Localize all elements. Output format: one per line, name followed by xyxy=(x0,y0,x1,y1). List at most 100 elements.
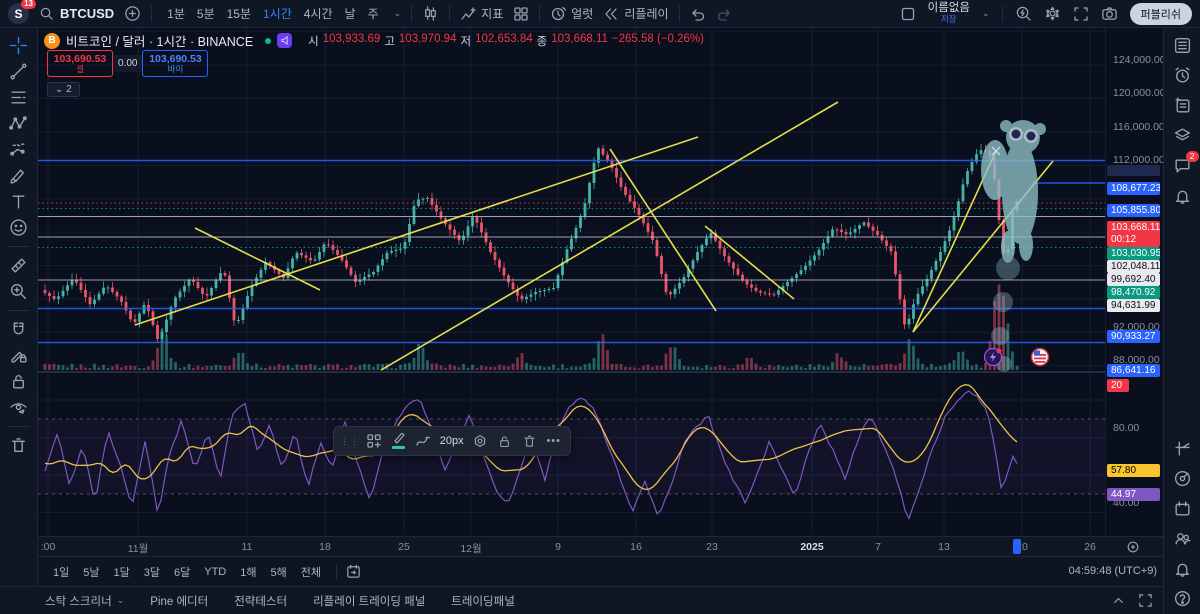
drawing-delete-trash-icon[interactable] xyxy=(519,429,540,453)
range-button[interactable]: 1달 xyxy=(113,566,130,579)
price-label-value: 20 xyxy=(1111,380,1123,391)
symbol-search[interactable]: BTCUSD xyxy=(39,6,114,21)
fib-retracement-tool-icon[interactable] xyxy=(9,88,28,107)
notifications-bell-icon[interactable] xyxy=(1173,186,1192,205)
target-icon[interactable] xyxy=(1173,469,1192,488)
drawing-settings-gear-icon[interactable] xyxy=(470,429,491,453)
price-label-badge: 20 xyxy=(1107,379,1129,392)
line-color-icon[interactable] xyxy=(389,429,410,453)
time-axis[interactable]: :00 11월 11 18 25 12월 9 16 23 2025 7 13 20 26 xyxy=(38,536,1163,557)
user-avatar[interactable]: S 13 xyxy=(8,0,36,24)
range-button[interactable]: 5해 xyxy=(270,566,287,579)
layout-name: 이름없음 xyxy=(927,1,970,14)
line-style-icon[interactable] xyxy=(413,429,434,453)
price-label-badge: 102,048.11 xyxy=(1107,260,1160,273)
timeframe-button[interactable]: 날 xyxy=(344,7,356,21)
layout-menu-caret[interactable]: ⌄ xyxy=(981,8,990,18)
help-icon[interactable] xyxy=(1173,589,1192,608)
panel-tab[interactable]: 리플레이 트레이딩 패널 xyxy=(313,593,425,609)
quick-search-icon[interactable] xyxy=(1015,5,1032,22)
notifications-bell-icon-2[interactable] xyxy=(1173,559,1192,578)
journal-icon[interactable] xyxy=(1173,96,1192,115)
timeframe-button[interactable]: 1시간 xyxy=(263,7,292,21)
sell-button[interactable]: 103,690.53 셀 xyxy=(47,50,113,77)
publish-button[interactable]: 퍼블리쉬 xyxy=(1129,2,1192,25)
drawing-edit-lock-icon[interactable] xyxy=(9,346,28,365)
go-to-date-icon[interactable] xyxy=(345,563,362,580)
add-to-layout-icon[interactable] xyxy=(364,429,385,453)
range-button[interactable]: 5날 xyxy=(83,566,100,579)
panel-tab[interactable]: 전략테스터 xyxy=(234,593,287,609)
emoji-tool-icon[interactable] xyxy=(9,218,28,237)
pattern-tool-icon[interactable] xyxy=(9,114,28,133)
calendar-icon[interactable] xyxy=(1173,499,1192,518)
fullscreen-icon[interactable] xyxy=(1073,6,1089,22)
save-label[interactable]: 저장 xyxy=(940,13,957,24)
forecast-tool-icon[interactable] xyxy=(9,140,28,159)
timeframe-button[interactable]: 5분 xyxy=(196,7,215,21)
timeframe-menu-caret[interactable]: ⌄ xyxy=(393,8,402,18)
chart-type-candles-icon[interactable] xyxy=(422,5,439,22)
chat-button[interactable]: 2 xyxy=(1173,151,1199,175)
text-tool-icon[interactable] xyxy=(9,192,28,211)
redo-icon[interactable] xyxy=(716,6,732,22)
alerts-clock-icon[interactable] xyxy=(1173,66,1192,85)
panel-tab[interactable]: Pine 에디터 xyxy=(150,593,208,609)
collapse-panel-chevron-icon[interactable] xyxy=(1111,593,1126,608)
symbol-title[interactable]: 비트코인 / 달러 · 1시간 · BINANCE xyxy=(66,35,254,49)
hide-marks-tool-icon[interactable] xyxy=(9,398,28,417)
indicators-button[interactable]: 지표 xyxy=(460,5,503,22)
crosshair-tool-icon[interactable] xyxy=(9,36,28,55)
zoom-in-tool-icon[interactable] xyxy=(9,282,28,301)
panel-tab[interactable]: 트레이딩패널 xyxy=(451,593,514,609)
object-tree-layers-icon[interactable] xyxy=(1173,126,1192,145)
timeframe-button[interactable]: 1분 xyxy=(167,7,185,21)
range-button[interactable]: YTD xyxy=(204,565,227,578)
timeframe-button[interactable]: 4시간 xyxy=(303,7,333,21)
range-button[interactable]: 1일 xyxy=(53,566,70,579)
range-button[interactable]: 전체 xyxy=(300,566,321,579)
add-symbol-icon[interactable] xyxy=(124,5,141,22)
range-button[interactable]: 6달 xyxy=(174,566,191,579)
flash-event-icon[interactable] xyxy=(983,347,1003,367)
community-people-icon[interactable] xyxy=(1173,529,1192,548)
indicator-templates-icon[interactable] xyxy=(513,6,529,22)
buy-button[interactable]: 103,690.53 바이 xyxy=(142,50,209,77)
alert-button[interactable]: 얼럿 xyxy=(550,5,593,22)
dom-icon[interactable] xyxy=(1173,439,1192,458)
maximize-panel-icon[interactable] xyxy=(1138,593,1153,608)
remove-objects-trash-icon[interactable] xyxy=(9,436,28,455)
timeframe-button[interactable]: 주 xyxy=(367,7,379,21)
panel-tab[interactable]: 스탁 스크리너 ⌄ xyxy=(45,593,124,609)
range-button[interactable]: 1해 xyxy=(240,566,257,579)
brush-tool-icon[interactable] xyxy=(9,166,28,185)
screenshot-camera-icon[interactable] xyxy=(1101,5,1118,22)
ruler-tool-icon[interactable] xyxy=(9,256,28,275)
toolbar-drag-handle[interactable]: ⋮⋮ xyxy=(340,436,360,446)
date-range-toolbar: 1일 5날 1달 3달 6달 YTD 1해 5해 전체 04:59:48 (UTC+9) xyxy=(38,556,1163,586)
range-button[interactable]: 3달 xyxy=(143,566,160,579)
more-options-icon[interactable]: ••• xyxy=(546,435,561,447)
settings-gear-icon[interactable] xyxy=(1044,5,1061,22)
high-value: 103,970.94 xyxy=(398,32,457,45)
timezone-icon[interactable] xyxy=(1126,540,1140,554)
session-clock[interactable]: 04:59:48 (UTC+9) xyxy=(1068,565,1157,577)
drawing-lock-icon[interactable] xyxy=(494,429,515,453)
announcement-icon[interactable] xyxy=(277,33,293,48)
magnet-tool-icon[interactable] xyxy=(9,320,28,339)
layout-name-menu[interactable]: 이름없음 저장 xyxy=(927,1,970,25)
price-axis[interactable]: 124,000.00 120,000.00 116,000.00 112,000.00… xyxy=(1105,28,1166,546)
lock-all-tool-icon[interactable] xyxy=(9,372,28,391)
rsi-value: 44.97 xyxy=(1111,489,1137,500)
line-width-button[interactable]: 20px xyxy=(439,435,464,447)
watchlist-icon[interactable] xyxy=(1173,36,1192,55)
collapsed-indicators-chip[interactable]: ⌄ 2 xyxy=(47,82,80,97)
layout-select-icon[interactable] xyxy=(900,6,916,22)
us-flag-event-icon[interactable] xyxy=(1030,347,1050,367)
bull-sticker[interactable] xyxy=(981,120,1046,372)
undo-icon[interactable] xyxy=(690,6,706,22)
trend-line-tool-icon[interactable] xyxy=(9,62,28,81)
replay-button[interactable]: 리플레이 xyxy=(603,5,669,22)
timeframe-button[interactable]: 15분 xyxy=(226,7,251,21)
